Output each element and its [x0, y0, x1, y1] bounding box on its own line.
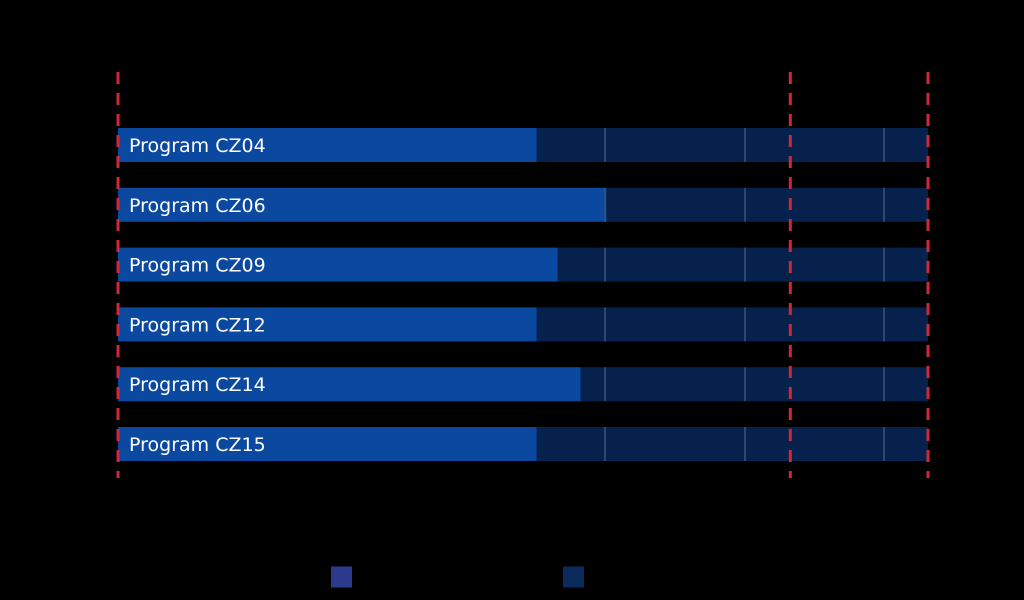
- legend-swatch-1: [331, 566, 352, 588]
- bar-segment-5-1: [118, 367, 581, 402]
- category-label-6: Program CZ15: [129, 434, 266, 456]
- legend-swatch-2: [563, 566, 584, 588]
- bar-segment-4-2: [536, 307, 928, 342]
- bar-segment-6-1: [118, 427, 537, 461]
- bar-segment-2-1: [118, 187, 607, 222]
- category-label-1: Program CZ04: [129, 135, 266, 157]
- category-label-2: Program CZ06: [129, 195, 266, 217]
- bar-segment-3-1: [118, 247, 558, 282]
- category-label-3: Program CZ09: [129, 255, 266, 277]
- bar-segment-3-2: [557, 247, 928, 282]
- bar-segment-1-2: [536, 128, 928, 162]
- category-label-4: Program CZ12: [129, 314, 266, 336]
- category-label-5: Program CZ14: [129, 374, 266, 396]
- bar-segment-6-2: [536, 427, 928, 461]
- bar-segment-1-1: [118, 128, 537, 162]
- bar-segment-5-2: [580, 367, 928, 402]
- bar-segment-2-2: [606, 187, 928, 222]
- bar-segment-4-1: [118, 307, 537, 342]
